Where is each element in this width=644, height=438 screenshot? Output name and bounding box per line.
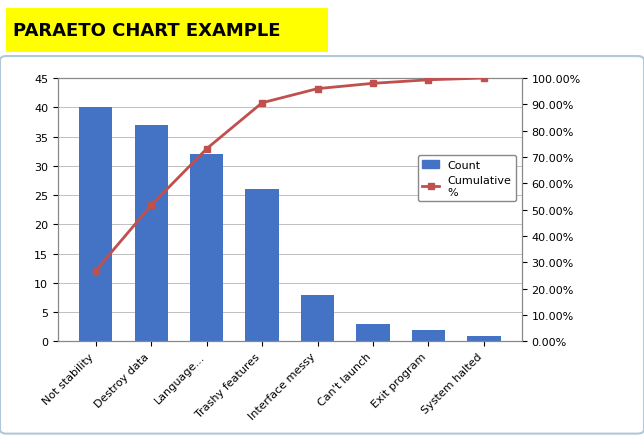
Text: PARAETO CHART EXAMPLE: PARAETO CHART EXAMPLE [13, 21, 280, 40]
Legend: Count, Cumulative
%: Count, Cumulative % [418, 156, 516, 201]
Bar [135, 126, 168, 342]
Bar [412, 330, 445, 342]
Bar [190, 155, 223, 342]
Bar [356, 324, 390, 342]
Bar [245, 190, 279, 342]
Bar [468, 336, 500, 342]
Bar [79, 108, 112, 342]
Bar [301, 295, 334, 342]
